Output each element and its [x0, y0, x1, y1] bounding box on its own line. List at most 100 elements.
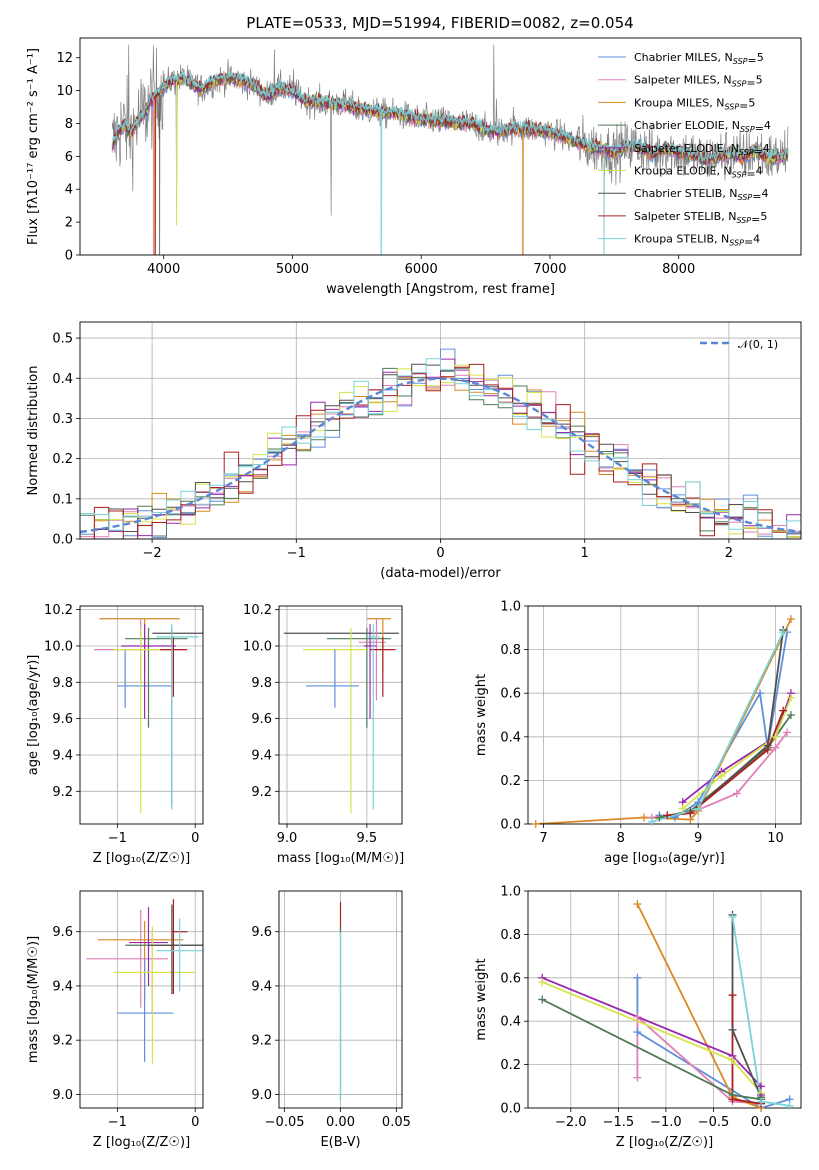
legend-entry-nssp-prefix: , N [725, 119, 740, 132]
legend-entry: Salpeter ELODIE, NSSP=4 [634, 142, 770, 158]
y-tick-label: 10.2 [44, 603, 73, 618]
legend-entry-label: Chabrier STELIB [634, 187, 722, 200]
x-tick-label: −1.5 [603, 1115, 635, 1130]
y-tick-label: 0.2 [52, 452, 73, 467]
legend-entry: Kroupa STELIB, NSSP=4 [634, 233, 760, 249]
x-tick-label: 8 [617, 831, 625, 846]
x-tick-label: −0.5 [698, 1115, 730, 1130]
legend-entry-equals: = [752, 190, 761, 203]
y-axis-label: age [log₁₀(age/yr)] [26, 655, 41, 776]
y-tick-label: 9.8 [251, 676, 272, 691]
y-tick-label: 9.6 [52, 712, 73, 727]
axes-frame [527, 890, 802, 1109]
y-tick-label: 8 [65, 117, 73, 132]
x-tick-label: 0.05 [382, 1115, 411, 1130]
x-tick-label: 0.00 [326, 1115, 355, 1130]
y-tick-label: 9.2 [52, 1034, 73, 1049]
y-tick-label: 0.2 [500, 1058, 521, 1073]
y-tick-label: 9.2 [52, 785, 73, 800]
legend-entry-normal: 𝒩(0, 1) [738, 338, 778, 351]
legend-entry-nssp-sub: SSP [732, 171, 747, 180]
axes-frame [278, 605, 403, 825]
x-tick-label: −2.0 [555, 1115, 587, 1130]
x-axis-label: E(B-V) [320, 1135, 360, 1150]
residual-histogram-step [80, 358, 801, 539]
legend-entry-nssp-sub: SSP [733, 57, 748, 66]
y-tick-label: 9.2 [251, 785, 272, 800]
y-tick-label: 10.0 [44, 639, 73, 654]
legend-entry-nssp-sub: SSP [724, 102, 739, 111]
y-tick-label: 0.8 [500, 643, 521, 658]
x-tick-label: 0 [436, 546, 444, 561]
legend-entry: Salpeter STELIB, NSSP=5 [634, 210, 767, 226]
model-spectrum-line [111, 69, 789, 255]
y-tick-label: 9.2 [251, 1034, 272, 1049]
x-tick-label: 5000 [276, 262, 309, 277]
x-tick-label: 7000 [533, 262, 566, 277]
legend-entry-nssp-value: 5 [760, 210, 767, 223]
legend-entry-nssp-prefix: , N [724, 142, 739, 155]
legend-entry-equals: = [746, 168, 755, 181]
legend-entry-nssp-sub: SSP [738, 193, 753, 202]
legend-entry-label: Kroupa MILES [634, 96, 709, 109]
y-axis-label: Normed distribution [26, 366, 41, 496]
x-tick-label: 10 [767, 831, 784, 846]
x-tick-label: −1.0 [650, 1115, 682, 1130]
normal-reference-curve [80, 377, 801, 534]
legend-entry: Chabrier MILES, NSSP=5 [634, 51, 764, 67]
y-tick-label: 0.3 [52, 412, 73, 427]
y-tick-label: 10.0 [243, 639, 272, 654]
x-axis-label: mass [log₁₀(M/M☉)] [277, 851, 404, 866]
x-axis-label: wavelength [Angstrom, rest frame] [326, 282, 555, 297]
y-tick-label: 0.4 [500, 730, 521, 745]
legend-entry-nssp-value: 5 [757, 51, 764, 64]
x-axis-label: age [log₁₀(age/yr)] [604, 851, 725, 866]
legend-entry-nssp-prefix: , N [718, 51, 733, 64]
y-axis-label: mass weight [474, 674, 489, 756]
y-tick-label: 0.0 [500, 1102, 521, 1117]
legend-entry-nssp-sub: SSP [732, 80, 747, 89]
x-axis-label: Z [log₁₀(Z/Z☉)] [616, 1135, 713, 1150]
legend-entry-nssp-value: 4 [753, 233, 760, 246]
y-tick-label: 0.2 [500, 774, 521, 789]
plot-area-spectrum [111, 44, 789, 255]
figure-title: PLATE=0533, MJD=51994, FIBERID=0082, z=0… [246, 14, 633, 32]
y-tick-label: 9.6 [251, 925, 272, 940]
legend-entry-nssp-value: 5 [756, 74, 763, 87]
y-axis-label: mass weight [474, 958, 489, 1040]
y-tick-label: 0 [65, 249, 73, 264]
x-tick-label: 9.5 [357, 831, 378, 846]
legend-entry-nssp-prefix: , N [714, 233, 729, 246]
legend-entry: Chabrier STELIB, NSSP=4 [634, 187, 768, 203]
legend-entry-nssp-value: 4 [756, 165, 763, 178]
y-tick-label: 0.8 [500, 928, 521, 943]
x-tick-label: 4000 [147, 262, 180, 277]
axes-frame [79, 605, 204, 825]
y-tick-label: 0.1 [52, 492, 73, 507]
panel-weight-Z: −2.0 −1.5 −1.0 −0.5 0.0 0.0 0.2 0.4 0.6 0.8 1.0 Z [… [474, 885, 802, 1150]
panel-age-Z: −1 0 9.2 9.4 9.6 9.8 10.0 10.2 Z [log₁₀(Z/Z☉)] ag… [26, 603, 204, 866]
y-tick-label: 2 [65, 216, 73, 231]
x-tick-label: −1 [108, 831, 127, 846]
x-tick-label: 1 [581, 546, 589, 561]
legend-entry-nssp-prefix: , N [716, 165, 731, 178]
legend-entry-nssp-sub: SSP [736, 216, 751, 225]
y-tick-label: 9.0 [251, 1088, 272, 1103]
legend-entry-label: Chabrier MILES [634, 51, 718, 64]
y-axis-label: mass [log₁₀(M/M☉)] [26, 936, 41, 1063]
legend-entry-nssp-value: 4 [761, 187, 768, 200]
x-axis-label: Z [log₁₀(Z/Z☉)] [93, 1135, 190, 1150]
y-tick-label: 0.0 [52, 533, 73, 548]
plot-area-residuals [80, 348, 801, 539]
panel-weight-age: 7 8 9 10 0.0 0.2 0.4 0.6 0.8 1.0 age [log₁₀(age/yr… [474, 600, 802, 866]
axes-frame [527, 605, 802, 825]
plot-area-age-mass [283, 618, 399, 814]
axes-frame [79, 890, 204, 1109]
legend-entry-label: Salpeter ELODIE [634, 142, 724, 155]
y-tick-label: 9.4 [52, 748, 73, 763]
y-tick-label: 1.0 [500, 885, 521, 900]
legend-entry-equals: = [754, 145, 763, 158]
y-tick-label: 9.0 [52, 1088, 73, 1103]
